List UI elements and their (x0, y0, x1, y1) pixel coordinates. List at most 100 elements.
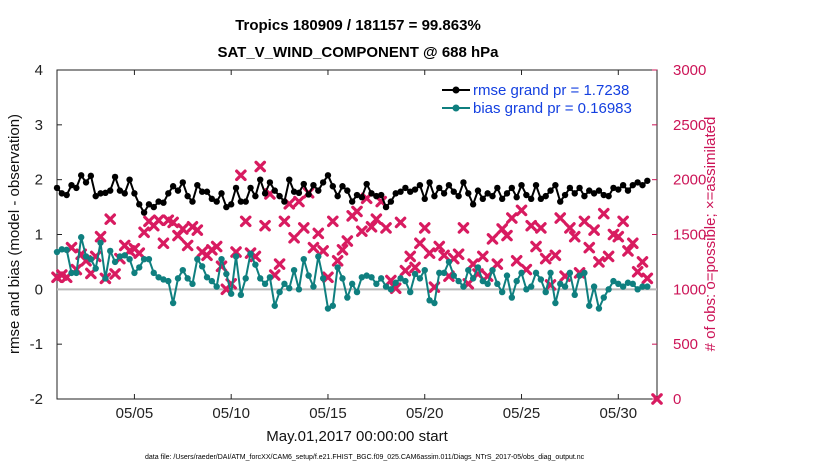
obs-assimilated-point (564, 222, 576, 234)
bias-point (465, 266, 472, 274)
bias-point (474, 264, 482, 271)
bias-point (116, 253, 124, 260)
obs-x-stroke (336, 244, 349, 256)
bias-point (324, 305, 332, 312)
rmse-point (252, 192, 259, 200)
bias-point (552, 299, 559, 307)
rmse-point (402, 184, 409, 192)
obs-assimilated-point (438, 249, 450, 262)
obs-assimilated-point (588, 224, 600, 236)
rmse-point (634, 179, 641, 186)
rmse-point (624, 187, 632, 194)
obs-assimilated-point (297, 222, 310, 234)
rmse-point (440, 190, 448, 197)
obs-assimilated-point (578, 215, 591, 228)
bias-point (58, 246, 66, 253)
bias-point (348, 280, 356, 288)
rmse-point (368, 190, 375, 197)
rmse-point (431, 192, 438, 200)
obs-x-stroke (578, 215, 591, 228)
obs-x-stroke (94, 230, 107, 243)
obs-x-stroke (622, 245, 634, 257)
bias-point (145, 255, 153, 263)
x-tick-label: 05/20 (406, 405, 444, 422)
bias-point (566, 269, 574, 277)
rmse-point (92, 192, 99, 200)
obs-x-stroke (307, 241, 320, 254)
bias-point (53, 248, 61, 256)
bias-point (576, 272, 583, 279)
rmse-point (450, 188, 457, 195)
bias-point (436, 269, 443, 277)
rmse-point (629, 181, 637, 189)
obs-x-stroke (593, 256, 605, 268)
rmse-point (411, 186, 419, 193)
obs-assimilated-point (506, 212, 518, 224)
rmse-point (639, 181, 646, 189)
obs-assimilated-point (191, 224, 204, 236)
obs-assimilated-point (597, 207, 610, 220)
obs-assimilated-point (356, 225, 368, 238)
bias-point (290, 266, 298, 274)
bias-point (431, 299, 438, 307)
rmse-point (421, 195, 428, 203)
rmse-point (276, 192, 283, 200)
rmse-point (547, 187, 554, 194)
bias-point (198, 263, 206, 270)
bias-point (644, 283, 651, 290)
obs-x-stroke (162, 214, 175, 227)
rmse-point (576, 184, 583, 192)
x-tick-label: 05/30 (600, 405, 638, 422)
bias-point (586, 302, 593, 309)
obs-x-stroke (486, 233, 499, 245)
obs-x-stroke (283, 197, 296, 210)
rmse-point (194, 181, 201, 189)
obs-assimilated-point (152, 214, 165, 227)
rmse-point (460, 179, 467, 186)
obs-x-stroke (418, 222, 431, 234)
obs-x-stroke (157, 237, 170, 250)
obs-x-stroke (617, 215, 629, 228)
obs-x-stroke (317, 245, 329, 257)
obs-x-stroke (491, 258, 504, 270)
rmse-point (266, 179, 274, 186)
obs-x-stroke (636, 256, 649, 268)
rmse-point (513, 194, 520, 201)
obs-x-stroke (56, 269, 68, 281)
obs-x-stroke (177, 223, 189, 235)
obs-x-stroke (327, 215, 339, 228)
rmse-point (334, 192, 341, 200)
bias-point (242, 275, 249, 282)
obs-x-stroke (394, 216, 407, 229)
legend: rmse grand pr = 1.7238 bias grand pr = 0… (442, 82, 632, 117)
obs-assimilated-point (167, 216, 179, 229)
y-right-tick-label: 2000 (673, 172, 706, 189)
obs-x-stroke (539, 252, 552, 265)
rmse-point (305, 191, 312, 198)
obs-x-stroke (607, 228, 620, 241)
bias-point (169, 299, 177, 307)
obs-x-stroke (380, 222, 392, 234)
obs-assimilated-point (104, 213, 117, 225)
rmse-point (566, 184, 574, 192)
rmse-point (131, 190, 138, 197)
bias-series (53, 234, 651, 312)
rmse-point (290, 188, 298, 195)
bias-point (527, 283, 535, 290)
rmse-point (247, 184, 254, 192)
obs-assimilated-point (651, 393, 663, 405)
obs-x-stroke (181, 239, 194, 252)
obs-assimilated-point (418, 222, 431, 234)
bias-point (140, 255, 148, 263)
x-axis-ticks: 05/05 05/10 05/15 05/20 05/25 05/30 (116, 70, 637, 422)
rmse-point (387, 198, 395, 205)
rmse-point (344, 187, 351, 194)
chart-title: Tropics 180909 / 181157 = 99.863% (235, 17, 481, 34)
obs-assimilated-point (602, 250, 615, 263)
bias-point (261, 280, 269, 288)
bias-point (92, 265, 99, 272)
obs-x-stroke (133, 247, 146, 259)
bias-point (639, 283, 646, 290)
rmse-point (329, 183, 337, 190)
obs-x-stroke (259, 219, 271, 232)
